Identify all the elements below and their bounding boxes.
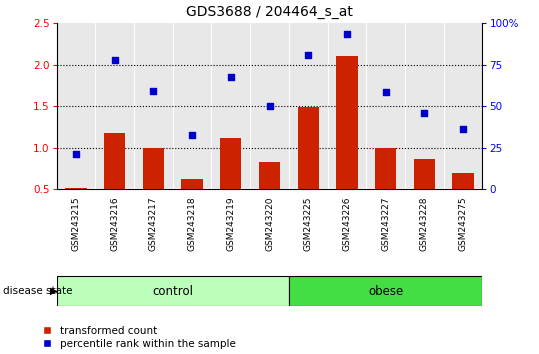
Bar — [259, 162, 280, 231]
Text: disease state: disease state — [3, 286, 72, 296]
Point — [265, 103, 274, 109]
Point — [149, 88, 158, 94]
Bar — [143, 148, 164, 231]
Text: GSM243216: GSM243216 — [110, 196, 119, 251]
Bar — [336, 56, 357, 231]
Text: obese: obese — [368, 285, 403, 298]
Text: GSM243225: GSM243225 — [303, 196, 313, 251]
Legend: transformed count, percentile rank within the sample: transformed count, percentile rank withi… — [43, 326, 236, 349]
Point — [420, 110, 429, 116]
Bar — [57, 276, 289, 306]
Bar — [289, 276, 482, 306]
Bar — [104, 133, 125, 231]
Point — [381, 89, 390, 95]
Point — [459, 127, 467, 132]
Text: GSM243227: GSM243227 — [381, 196, 390, 251]
Point — [110, 58, 119, 63]
Bar — [298, 107, 319, 231]
Text: ▶: ▶ — [50, 286, 58, 296]
Text: control: control — [152, 285, 193, 298]
Point — [304, 52, 313, 57]
Point — [343, 31, 351, 37]
Bar — [182, 179, 203, 231]
Bar — [65, 188, 87, 231]
Bar — [220, 138, 241, 231]
Text: GSM243220: GSM243220 — [265, 196, 274, 251]
Text: GSM243218: GSM243218 — [188, 196, 197, 251]
Title: GDS3688 / 204464_s_at: GDS3688 / 204464_s_at — [186, 5, 353, 19]
Bar — [414, 159, 435, 231]
Text: GSM243215: GSM243215 — [72, 196, 80, 251]
Text: GSM243217: GSM243217 — [149, 196, 158, 251]
Point — [188, 132, 196, 138]
Text: GSM243226: GSM243226 — [342, 196, 351, 251]
Point — [72, 152, 80, 157]
Text: GSM243228: GSM243228 — [420, 196, 429, 251]
Text: GSM243275: GSM243275 — [459, 196, 467, 251]
Bar — [375, 148, 396, 231]
Text: GSM243219: GSM243219 — [226, 196, 236, 251]
Point — [226, 74, 235, 80]
Bar — [452, 173, 474, 231]
